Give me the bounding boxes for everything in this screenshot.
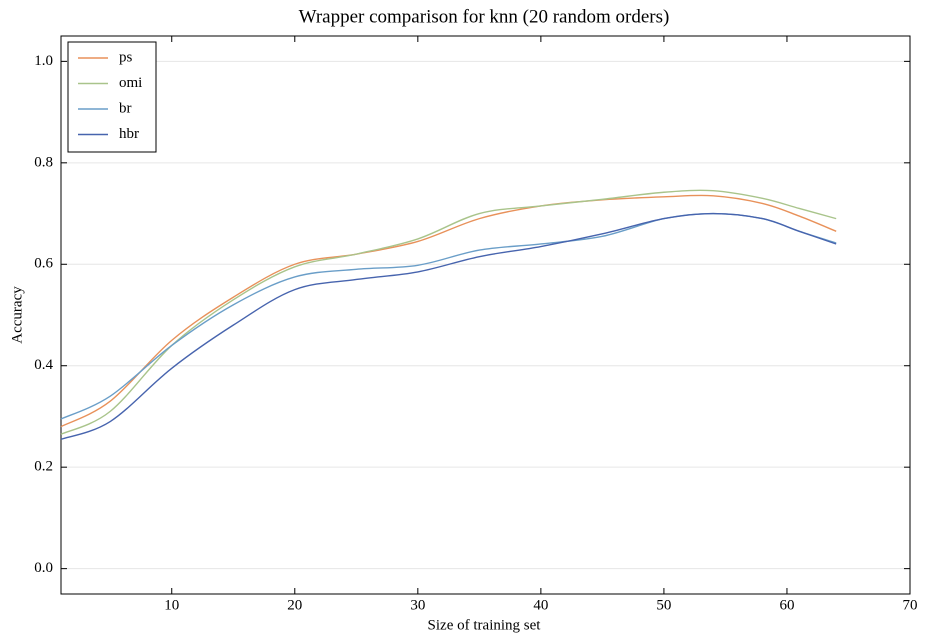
x-tick-label: 40 [533,597,548,613]
y-tick-label: 0.8 [34,154,53,170]
y-tick-label: 1.0 [34,53,53,69]
x-tick-label: 60 [779,597,794,613]
x-axis-label: Size of training set [428,617,542,633]
y-axis-label: Accuracy [9,286,25,344]
x-tick-label: 10 [164,597,179,613]
x-tick-label: 30 [410,597,425,613]
y-tick-label: 0.4 [34,357,53,373]
legend-box [67,41,157,153]
series-line [60,212,837,440]
legend-label: br [119,100,132,116]
legend-label: ps [119,49,133,65]
y-tick-label: 0.2 [34,459,53,475]
chart-title: Wrapper comparison for knn (20 random or… [299,6,670,27]
plot-frame [60,35,911,595]
x-tick-label: 70 [903,597,918,613]
legend-label: omi [119,75,142,91]
y-tick-label: 0.0 [34,560,53,576]
x-tick-label: 50 [656,597,671,613]
x-tick-label: 20 [287,597,302,613]
legend-label: hbr [119,126,139,142]
y-tick-label: 0.6 [34,256,53,272]
series-line [60,189,837,435]
series-line [60,194,837,428]
